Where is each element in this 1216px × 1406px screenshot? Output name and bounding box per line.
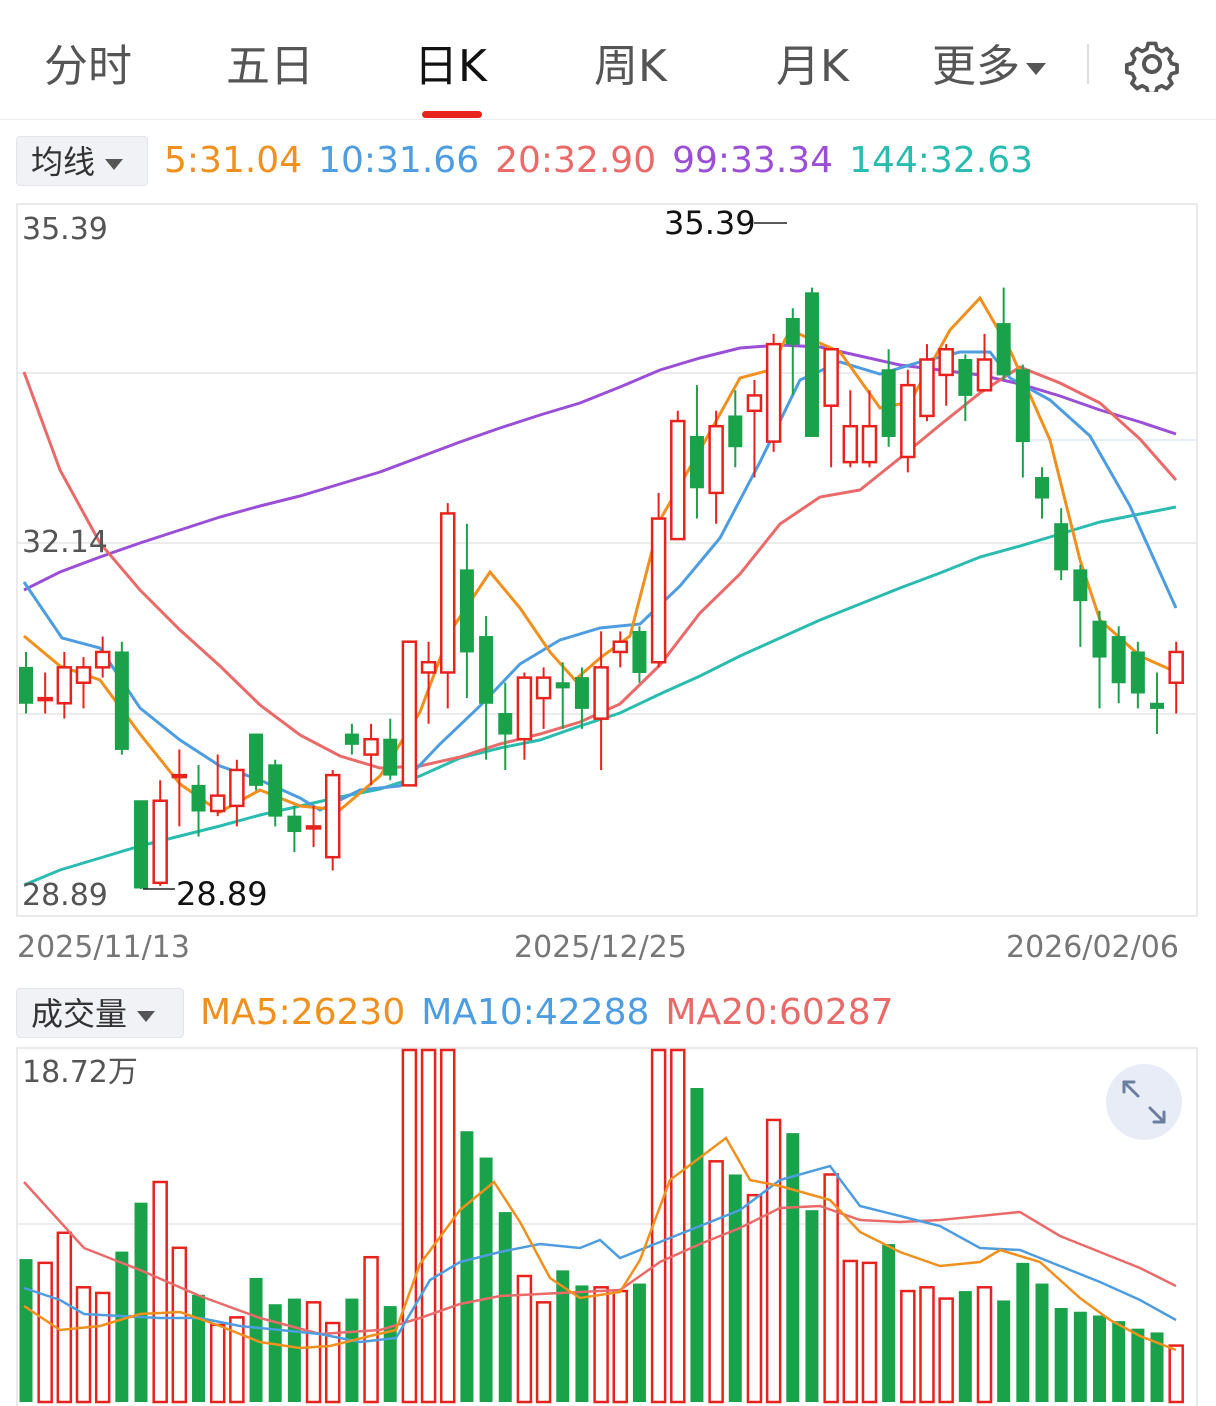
volume-bar	[1074, 1312, 1087, 1402]
volume-bar	[1055, 1308, 1068, 1402]
volume-bar	[710, 1161, 723, 1402]
volume-bar	[844, 1261, 857, 1402]
volume-bar	[1112, 1321, 1125, 1402]
volume-bar	[537, 1302, 550, 1402]
volume-bar	[1170, 1346, 1183, 1402]
volume-axis-top-label: 18.72万	[22, 1055, 138, 1090]
volume-bar	[499, 1212, 512, 1402]
volume-bar	[135, 1203, 148, 1402]
volume-bar	[460, 1131, 473, 1402]
volume-bar	[58, 1233, 71, 1402]
volume-bar	[115, 1252, 128, 1402]
volume-bar	[901, 1291, 914, 1402]
volume-bar	[940, 1299, 953, 1402]
volume-bar	[671, 1050, 684, 1402]
volume-bar	[997, 1300, 1010, 1402]
volume-bar	[882, 1244, 895, 1402]
volume-bar	[575, 1285, 588, 1402]
volume-bar	[748, 1195, 761, 1402]
volume-bar	[1016, 1263, 1029, 1402]
volume-bar	[863, 1263, 876, 1402]
volume-bar	[786, 1133, 799, 1402]
volume-bar	[1036, 1284, 1049, 1402]
volume-bar	[978, 1287, 991, 1402]
volume-bar	[154, 1182, 167, 1402]
volume-bar	[1093, 1316, 1106, 1402]
volume-bar	[595, 1287, 608, 1402]
volume-bar	[269, 1304, 282, 1402]
volume-bar	[614, 1291, 627, 1402]
volume-bar	[767, 1120, 780, 1402]
volume-bar	[39, 1263, 52, 1402]
volume-bar	[192, 1295, 205, 1402]
volume-bar	[1131, 1329, 1144, 1402]
volume-bar	[96, 1293, 109, 1402]
volume-bar	[920, 1287, 933, 1402]
volume-bar	[307, 1302, 320, 1402]
volume-bar	[288, 1299, 301, 1402]
volume-bar	[422, 1050, 435, 1402]
expand-arrows-icon	[1106, 1064, 1182, 1140]
volume-bar	[384, 1306, 397, 1402]
volume-bar	[20, 1259, 33, 1402]
volume-bar	[480, 1158, 493, 1402]
volume-bar	[633, 1284, 646, 1402]
volume-bar	[959, 1291, 972, 1402]
volume-bar	[805, 1210, 818, 1402]
expand-chart-button[interactable]	[1106, 1064, 1182, 1140]
volume-bars	[20, 1050, 1183, 1402]
volume-bar	[211, 1325, 224, 1402]
volume-bar	[173, 1248, 186, 1402]
volume-bar	[345, 1299, 358, 1402]
volume-bar	[77, 1287, 90, 1402]
volume-bar	[403, 1050, 416, 1402]
